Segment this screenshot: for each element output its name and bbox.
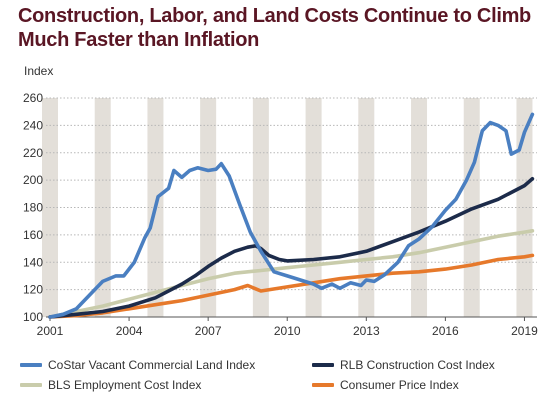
legend-item-rlb: RLB Construction Cost Index — [312, 358, 495, 372]
legend-swatch-costar — [20, 363, 42, 367]
y-tick-label-220: 220 — [23, 146, 43, 160]
y-tick-label-160: 160 — [23, 228, 43, 242]
x-tick-label-2010: 2010 — [274, 324, 301, 338]
series-line-bls — [48, 229, 535, 319]
legend-item-costar: CoStar Vacant Commercial Land Index — [20, 358, 255, 372]
x-tick-label-2019: 2019 — [511, 324, 538, 338]
y-tick-label-260: 260 — [23, 91, 43, 105]
legend-item-cpi: Consumer Price Index — [312, 378, 459, 392]
x-tick-label-2013: 2013 — [353, 324, 380, 338]
y-tick-label-120: 120 — [23, 283, 43, 297]
chart-title: Construction, Labor, and Land Costs Cont… — [18, 5, 531, 51]
y-tick-label-140: 140 — [23, 255, 43, 269]
legend-label-bls: BLS Employment Cost Index — [48, 378, 202, 392]
y-tick-label-180: 180 — [23, 201, 43, 215]
y-tick-label-100: 100 — [23, 310, 43, 324]
series-line-costar — [48, 112, 535, 319]
legend-label-cpi: Consumer Price Index — [340, 378, 459, 392]
series-line-cpi — [48, 253, 535, 319]
year-band-2019 — [516, 98, 533, 317]
year-band-2015 — [411, 98, 428, 317]
y-tick-label-200: 200 — [23, 173, 43, 187]
legend-label-rlb: RLB Construction Cost Index — [340, 358, 495, 372]
x-tick-label-2007: 2007 — [195, 324, 222, 338]
y-tick-label-240: 240 — [23, 118, 43, 132]
legend-swatch-bls — [20, 383, 42, 387]
legend-swatch-cpi — [312, 383, 334, 387]
x-tick-label-2004: 2004 — [116, 324, 143, 338]
y-axis-label: Index — [24, 64, 54, 78]
x-tick-label-2016: 2016 — [432, 324, 459, 338]
series-line-rlb — [48, 177, 535, 319]
legend-label-costar: CoStar Vacant Commercial Land Index — [48, 358, 256, 372]
x-tick-label-2001: 2001 — [37, 324, 64, 338]
legend-swatch-rlb — [312, 363, 334, 367]
legend-item-bls: BLS Employment Cost Index — [20, 378, 201, 392]
